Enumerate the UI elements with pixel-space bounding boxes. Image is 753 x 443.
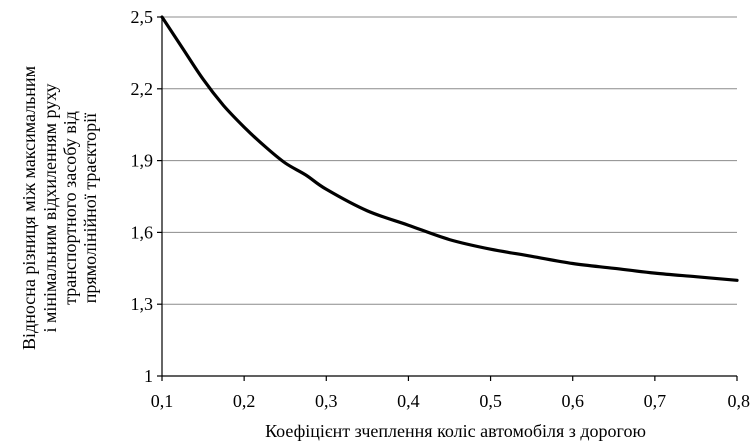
x-tick-label: 0,7 — [644, 391, 667, 411]
x-tick-label: 0,5 — [479, 391, 502, 411]
x-tick-label: 0,1 — [151, 391, 174, 411]
x-tick-label: 0,2 — [233, 391, 256, 411]
y-tick-label: 2,2 — [131, 79, 154, 99]
y-tick-label: 1 — [144, 366, 153, 386]
y-axis-title-line: Відносна різниця між максимальним — [19, 66, 39, 350]
x-axis-title: Коефіцієнт зчеплення коліс автомобіля з … — [265, 421, 646, 441]
gridlines — [162, 16, 737, 305]
y-tick-label: 2,5 — [131, 7, 154, 27]
x-tick-label: 0,8 — [728, 391, 751, 411]
y-axis-title: Відносна різниця між максимальним і мінім… — [19, 66, 100, 350]
x-tick-label: 0,6 — [561, 391, 584, 411]
tick-labels: 1 1,3 1,6 1,9 2,2 2,5 0,1 0,2 0,3 0,4 0,5 0,6 0,7 0,8 — [131, 7, 751, 411]
y-tick-label: 1,3 — [131, 294, 154, 314]
y-axis-title-line: і мінімальним відхиленням руху — [40, 83, 60, 332]
x-tick-label: 0,3 — [315, 391, 338, 411]
x-tick-label: 0,4 — [397, 391, 420, 411]
series-line-0 — [160, 15, 739, 282]
axis-titles: Коефіцієнт зчеплення коліс автомобіля з … — [19, 66, 646, 441]
axes — [157, 16, 738, 381]
series-layer — [160, 15, 739, 282]
y-tick-label: 1,9 — [131, 151, 154, 171]
y-axis-title-line: транспортного засобу від — [60, 111, 80, 305]
y-axis-title-line: прямолінійної траєкторії — [80, 113, 100, 303]
y-tick-label: 1,6 — [131, 222, 154, 242]
